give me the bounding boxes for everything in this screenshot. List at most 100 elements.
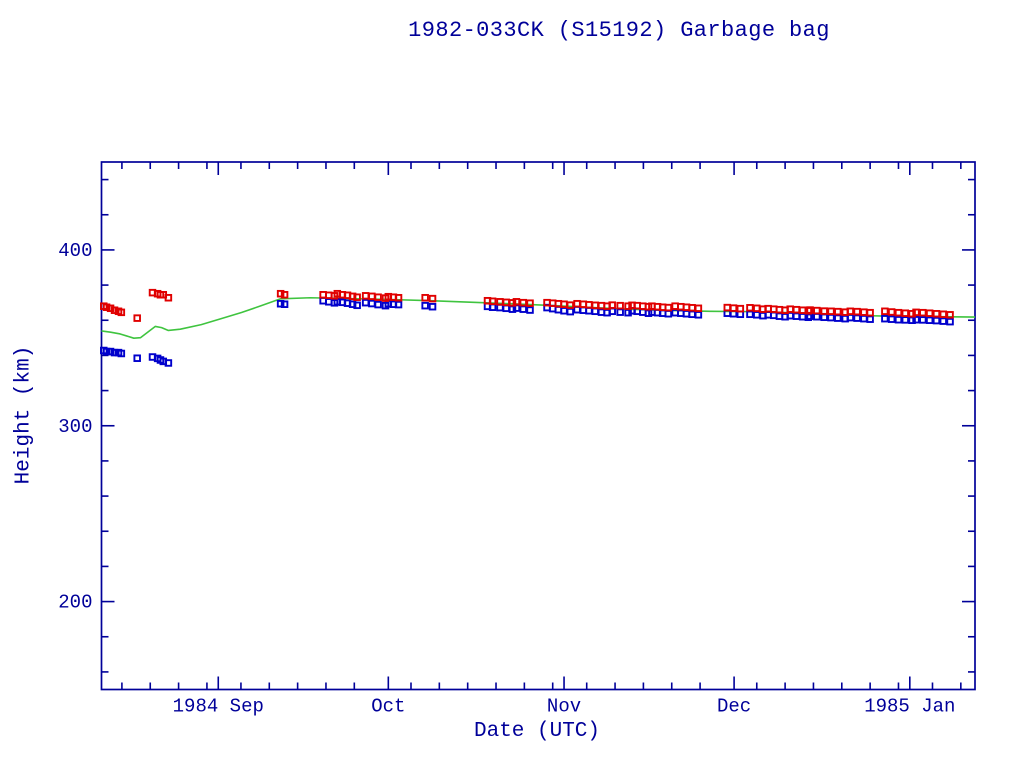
perigee-blue-squares-point <box>894 315 903 324</box>
perigee-blue-squares-point <box>866 315 874 323</box>
apogee-red-squares-point <box>573 299 581 308</box>
perigee-blue-squares-point <box>361 298 370 307</box>
apogee-red-squares-point <box>820 307 828 315</box>
perigee-blue-squares-point <box>813 312 821 321</box>
x-axis-label: Date (UTC) <box>473 720 601 743</box>
apogee-red-squares-point <box>723 303 732 312</box>
apogee-red-squares-point <box>368 292 376 301</box>
perigee-blue-squares-point <box>353 301 361 310</box>
perigee-blue-squares-point <box>280 300 289 308</box>
apogee-red-squares-point <box>919 308 927 317</box>
perigee-blue-squares-point <box>585 307 593 315</box>
perigee-blue-squares-point <box>573 305 581 314</box>
perigee-blue-squares-point <box>117 349 126 358</box>
tick-labels: 1984 Sep Oct Nov Dec 1985 Jan 200 300 400 <box>58 240 955 718</box>
mean-height-green-line <box>101 296 976 339</box>
perigee-blue-squares-point <box>102 347 111 356</box>
apogee-red-squares-point <box>694 304 703 313</box>
apogee-red-squares-point <box>866 308 874 317</box>
apogee-red-squares-point <box>846 307 855 316</box>
perigee-blue-squares-point <box>932 316 941 325</box>
perigee-blue-squares-point <box>502 304 510 313</box>
apogee-red-squares-point <box>361 292 370 300</box>
apogee-red-squares-point <box>813 306 821 315</box>
apogee-red-squares-point <box>519 298 527 307</box>
apogee-red-squares-point <box>894 308 903 317</box>
perigee-blue-squares-point <box>853 314 861 322</box>
apogee-red-squares-point <box>753 304 761 313</box>
perigee-blue-squares-point <box>110 348 119 357</box>
perigee-blue-squares-point <box>616 308 624 316</box>
apogee-red-squares-point <box>688 304 696 312</box>
perigee-blue-squares-point <box>919 316 927 324</box>
apogee-red-squares-point <box>421 293 429 302</box>
apogee-red-squares-point <box>806 306 814 314</box>
apogee-red-squares-point <box>881 307 889 316</box>
perigee-blue-squares-point <box>560 307 568 315</box>
apogee-red-squares-point <box>102 303 111 311</box>
apogee-red-squares-point <box>908 309 916 318</box>
perigee-blue-squares-point <box>820 313 828 322</box>
perigee-blue-squares-point <box>566 307 575 316</box>
perigee-blue-squares-point <box>526 306 534 314</box>
apogee-red-squares-point <box>502 298 510 307</box>
x-tick-label: 1985 Jan <box>864 696 955 718</box>
apogee-red-squares-point <box>827 307 835 316</box>
perigee-blue-squares-point <box>519 305 527 313</box>
apogee-red-squares-point <box>560 300 568 308</box>
apogee-red-squares-point <box>117 308 126 317</box>
perigee-blue-squares-point <box>946 317 954 326</box>
apogee-red-squares-point <box>280 291 289 299</box>
apogee-red-squares-point <box>736 304 745 313</box>
perigee-blue-squares-point <box>664 309 673 318</box>
perigee-blue-squares-point <box>421 301 429 310</box>
apogee-red-squares-point <box>729 304 738 312</box>
y-tick-label: 400 <box>58 240 92 262</box>
perigee-blue-squares-point <box>901 316 910 324</box>
apogee-red-squares-point <box>624 302 632 310</box>
x-tick-label: Nov <box>547 696 581 718</box>
apogee-red-squares-point <box>428 294 437 303</box>
apogee-red-squares-point <box>853 307 861 316</box>
apogee-red-squares-point <box>512 298 521 306</box>
y-tick-label: 300 <box>58 416 92 438</box>
apogee-red-squares-point <box>939 310 948 319</box>
apogee-red-squares-point <box>834 307 842 316</box>
apogee-red-squares-point <box>348 292 357 301</box>
y-tick-label: 200 <box>58 592 92 614</box>
perigee-blue-squares-point <box>939 317 948 325</box>
apogee-red-squares-point <box>746 304 754 312</box>
perigee-blue-squares-point <box>887 315 896 323</box>
apogee-red-squares-point <box>508 299 517 307</box>
apogee-red-squares-point <box>488 297 497 306</box>
apogee-red-squares <box>100 288 954 322</box>
perigee-blue-squares-point <box>488 303 497 311</box>
apogee-red-squares-point <box>860 308 868 316</box>
x-tick-label: Oct <box>371 696 405 718</box>
x-tick-label: Dec <box>717 696 751 718</box>
apogee-red-squares-point <box>912 308 920 317</box>
perigee-blue-squares-point <box>164 359 173 367</box>
apogee-red-squares-point <box>585 301 593 309</box>
perigee-blue-squares-point <box>368 299 376 308</box>
perigee-blue-squares-point <box>746 310 754 319</box>
apogee-red-squares-point <box>925 309 934 317</box>
plot-box <box>100 161 976 691</box>
perigee-blue-squares-point <box>394 300 403 309</box>
perigee-blue-squares-point <box>912 315 920 324</box>
perigee-blue-squares-point <box>348 300 357 308</box>
apogee-red-squares-point <box>566 301 575 309</box>
apogee-red-squares-point <box>616 301 624 310</box>
apogee-red-squares-point <box>664 303 673 312</box>
apogee-red-squares-point <box>946 311 954 319</box>
perigee-blue-squares-point <box>591 307 599 316</box>
perigee-blue-squares-point <box>694 311 703 319</box>
apogee-red-squares-point <box>496 298 504 306</box>
perigee-blue-squares-point <box>496 303 504 312</box>
apogee-red-squares-point <box>932 309 941 318</box>
apogee-red-squares-point <box>133 314 141 322</box>
perigee-blue-squares-point <box>925 316 934 325</box>
apogee-red-squares-point <box>526 299 534 307</box>
perigee-blue-squares-point <box>276 299 285 308</box>
